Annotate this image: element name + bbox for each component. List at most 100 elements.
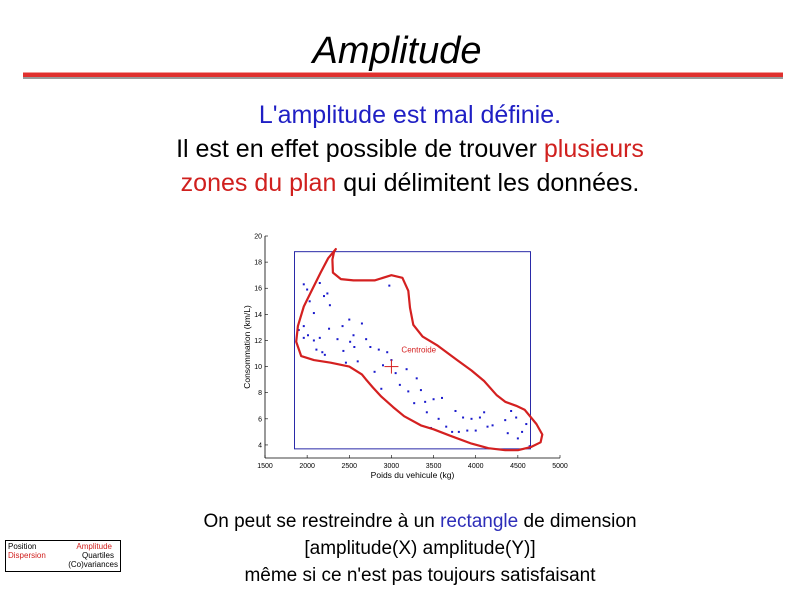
- data-point: [521, 430, 524, 433]
- data-point: [432, 398, 435, 401]
- data-point: [388, 284, 391, 287]
- y-tick-label: 12: [254, 338, 262, 345]
- slide-title: Amplitude: [312, 30, 482, 72]
- data-point: [483, 411, 486, 414]
- y-tick-label: 8: [258, 390, 262, 397]
- intro-line-3-text: qui délimitent les données.: [336, 169, 640, 197]
- conclusion-line-2: [amplitude(X) amplitude(Y)]: [304, 538, 536, 559]
- data-point: [318, 336, 321, 339]
- data-point: [373, 370, 376, 373]
- data-point: [405, 368, 408, 371]
- intro-line-3: zones du plan qui délimitent les données…: [60, 166, 760, 200]
- nav-link-dispersion[interactable]: Dispersion: [8, 551, 46, 560]
- data-point: [504, 419, 507, 422]
- data-point: [344, 361, 347, 364]
- data-point: [441, 396, 443, 399]
- data-point: [302, 283, 305, 286]
- data-point: [457, 430, 460, 433]
- data-point: [491, 424, 494, 427]
- nav-link-amplitude[interactable]: Amplitude: [76, 542, 112, 551]
- y-tick-label: 4: [258, 442, 262, 449]
- data-point: [380, 387, 383, 390]
- data-point: [302, 336, 305, 339]
- data-point: [328, 327, 331, 330]
- data-point: [525, 423, 528, 426]
- data-point: [506, 432, 509, 435]
- data-point: [315, 348, 318, 351]
- navigation-box: Position Dispersion Amplitude Quartiles …: [5, 540, 121, 572]
- x-tick-label: 4500: [510, 463, 526, 470]
- data-point: [478, 416, 481, 419]
- data-point: [515, 416, 518, 419]
- data-point: [474, 429, 477, 432]
- data-point: [394, 372, 397, 375]
- nav-link-position[interactable]: Position: [8, 542, 37, 551]
- data-point: [312, 312, 315, 315]
- data-point: [398, 383, 401, 386]
- data-point: [349, 340, 352, 343]
- data-point: [323, 353, 326, 356]
- data-point: [342, 349, 345, 352]
- data-point: [352, 334, 355, 337]
- data-point: [326, 292, 329, 295]
- region-outline: [295, 248, 544, 452]
- data-point: [445, 425, 448, 428]
- data-point: [306, 334, 309, 337]
- data-point: [323, 295, 325, 298]
- x-tick-label: 2000: [299, 463, 315, 470]
- data-point: [407, 390, 410, 393]
- data-point: [437, 417, 440, 420]
- conclusion-line-3: même si ce n'est pas toujours satisfaisa…: [244, 565, 596, 586]
- intro-emphasis-zones: zones du plan: [180, 169, 337, 197]
- data-point: [302, 325, 305, 328]
- bounding-rectangle: [294, 251, 531, 450]
- data-point: [306, 288, 309, 291]
- data-point: [424, 400, 427, 403]
- x-tick-label: 4000: [468, 463, 484, 470]
- data-point: [386, 351, 389, 354]
- data-point: [462, 416, 465, 419]
- intro-line-1: L'amplitude est mal définie.: [258, 101, 562, 129]
- title-rule: [23, 72, 783, 79]
- x-tick-label: 3000: [384, 463, 400, 470]
- data-point: [516, 437, 519, 440]
- y-tick-label: 16: [254, 286, 262, 293]
- data-point: [486, 425, 489, 428]
- x-axis-label: Poids du vehicule (kg): [371, 470, 455, 480]
- data-point: [377, 348, 380, 351]
- data-point: [341, 325, 344, 328]
- intro-line-2: Il est en effet possible de trouver plus…: [60, 132, 760, 166]
- conclusion-emphasis-rectangle: rectangle: [440, 511, 519, 532]
- x-tick-label: 1500: [257, 463, 273, 470]
- data-point: [470, 417, 473, 420]
- data-point: [365, 338, 368, 341]
- data-point: [336, 338, 339, 341]
- data-point: [419, 389, 422, 392]
- x-tick-label: 3500: [426, 463, 442, 470]
- data-point: [454, 409, 457, 412]
- data-point: [318, 282, 321, 285]
- data-point: [415, 377, 418, 380]
- data-point: [348, 318, 351, 321]
- data-point: [369, 346, 372, 348]
- data-point: [425, 411, 428, 414]
- data-point: [297, 329, 300, 332]
- nav-link-quartiles[interactable]: Quartiles: [81, 551, 114, 560]
- y-tick-label: 10: [254, 364, 262, 371]
- conclusion-text: On peut se restreindre à un rectangle de…: [110, 508, 730, 589]
- scatter-figure: 1500 2000 2500 3000 3500 4000 4500 5000 4 6 8 10 12 1…: [236, 226, 572, 486]
- data-point: [356, 360, 359, 363]
- conclusion-line-1-post: de dimension: [518, 511, 637, 532]
- data-point: [382, 364, 384, 367]
- x-tick-label: 5000: [552, 463, 568, 470]
- data-point: [360, 322, 363, 325]
- conclusion-line-1-pre: On peut se restreindre à un: [203, 511, 441, 532]
- intro-emphasis-plusieurs: plusieurs: [543, 135, 644, 163]
- data-point: [466, 429, 469, 432]
- x-tick-label: 2500: [341, 463, 357, 470]
- data-point: [321, 351, 324, 354]
- nav-link-covariances[interactable]: (Co)variances: [68, 560, 118, 569]
- data-point: [353, 346, 356, 348]
- data-point: [510, 409, 513, 412]
- data-point: [312, 339, 315, 342]
